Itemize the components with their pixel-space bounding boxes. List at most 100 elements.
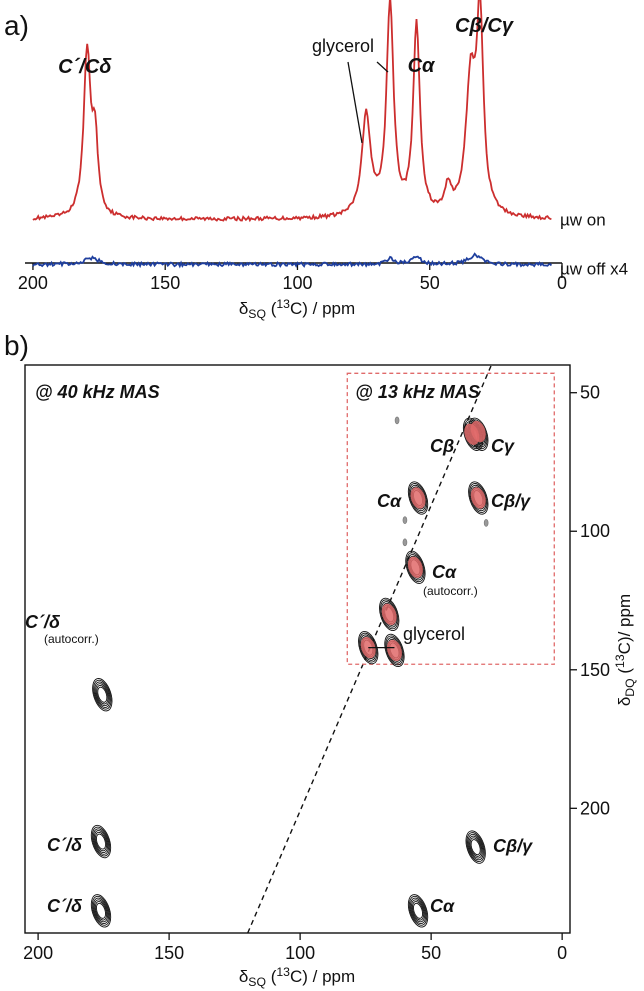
panel-a-x-axis-label-part: C) / ppm <box>290 299 355 318</box>
panel-b-y-tick-label: 200 <box>580 798 610 818</box>
contour-ring <box>469 483 488 513</box>
peak-label: Cα <box>377 491 402 511</box>
contour-ring <box>93 830 109 854</box>
artifact-peak <box>483 519 489 527</box>
contour-ring <box>94 901 108 921</box>
panel-b-y-axis-label: δDQ (13C)/ ppm <box>613 594 637 706</box>
contour-ring <box>408 483 428 513</box>
panel-b-y-tick-label: 150 <box>580 660 610 680</box>
panel-b-y-tick-label: 50 <box>580 383 600 403</box>
peak-label: Cα <box>430 896 455 916</box>
peak-label: C´/δ <box>47 835 83 855</box>
panel-b-x-axis-label-part: C) / ppm <box>290 967 355 986</box>
contour-ring <box>407 481 429 515</box>
contour-ring <box>408 895 428 926</box>
condition-40khz: @ 40 kHz MAS <box>35 382 160 402</box>
contour-ring <box>95 902 107 919</box>
contour-ring <box>405 550 426 584</box>
contour-ring <box>407 894 429 928</box>
contour-ring <box>465 830 486 864</box>
peak-label: Cα <box>432 562 457 582</box>
panel-b-x-tick-label: 50 <box>421 943 441 963</box>
peak-13khz <box>381 603 397 626</box>
contour-ring <box>93 679 112 710</box>
annotation-glycerol: glycerol <box>312 36 374 56</box>
peak-40khz <box>90 894 112 928</box>
spectrum-line-mw-on <box>32 0 552 223</box>
panel-a-x-tick-label: 50 <box>420 273 440 293</box>
peak-40khz <box>92 678 113 712</box>
contour-ring <box>95 833 107 850</box>
glycerol-pointer-line <box>376 61 389 73</box>
panel-b-x-tick-label: 100 <box>285 943 315 963</box>
spectrum-line-mw-off <box>32 252 553 269</box>
panel-b-frame <box>24 364 571 934</box>
glycerol-pointer-line <box>347 61 363 144</box>
peak-label: C´/δ <box>25 612 61 632</box>
panel-a-x-tick-label: 150 <box>150 273 180 293</box>
contour-ring <box>470 839 481 856</box>
panel-b-x-tick-label: 200 <box>23 943 53 963</box>
mas-13khz-box <box>346 372 555 665</box>
legend-label-mw-off: µw off x4 <box>560 259 628 278</box>
panel-b-x-axis-label-part: ( <box>266 967 277 986</box>
contour-ring <box>385 635 404 666</box>
annotation-cb-cg: Cβ/Cγ <box>455 15 515 37</box>
contour-ring <box>97 686 108 703</box>
panel-a-x-tick-label: 100 <box>282 273 312 293</box>
contour-ring <box>467 833 484 861</box>
peak-40khz <box>407 894 429 928</box>
annotation-ca: Cα <box>408 55 436 77</box>
contour-ring <box>468 835 483 859</box>
contour-ring <box>93 899 109 923</box>
panel-b-y-axis-label-part: δ <box>615 697 634 706</box>
contour-ring <box>380 599 399 630</box>
panel-b-x-axis-label-part: δ <box>239 967 248 986</box>
panel-a-x-axis-label: δSQ (13C) / ppm <box>239 297 355 321</box>
panel-a-x-tick-label: 0 <box>557 273 567 293</box>
panel-a-x-axis-label-part: δ <box>239 299 248 318</box>
peak-label: glycerol <box>403 624 465 644</box>
contour-ring <box>469 837 482 857</box>
artifact-peak <box>394 416 400 425</box>
peak-13khz <box>407 556 423 578</box>
panel-b-x-axis-label: δSQ (13C) / ppm <box>239 965 355 989</box>
peak-label: Cβ/γ <box>491 491 531 511</box>
contour-ring <box>384 633 405 668</box>
panel-a-x-axis-label-part: 13 <box>276 297 290 311</box>
contour-ring <box>466 832 485 863</box>
contour-ring <box>379 597 400 632</box>
contour-ring <box>468 481 489 515</box>
artifact-peak <box>402 538 408 547</box>
annotation-c-cd: C´/Cδ <box>58 56 112 78</box>
panel-a-x-axis-label-part: SQ <box>248 307 266 321</box>
peak-13khz <box>410 487 426 509</box>
peak-label: Cγ <box>491 436 515 456</box>
peak-13khz <box>386 639 402 662</box>
contour-ring <box>359 632 378 663</box>
panel-b-y-axis-label-part: C)/ ppm <box>615 594 634 654</box>
peak-40khz <box>90 824 112 859</box>
peak-label: C´/δ <box>47 896 83 916</box>
panel-a-x-axis-label-part: ( <box>266 299 277 318</box>
contour-ring <box>358 630 379 665</box>
contour-ring <box>411 901 425 921</box>
panel-b-label: b) <box>4 330 29 361</box>
contour-ring <box>412 902 424 919</box>
contour-ring <box>406 552 425 583</box>
panel-b-y-axis-label-part: 13 <box>613 654 627 668</box>
contour-ring <box>91 826 111 857</box>
panel-b-y-axis-label-part: DQ <box>623 678 637 696</box>
peak-label: Cβ/γ <box>493 836 533 856</box>
contour-ring <box>95 683 110 707</box>
panel-b-x-tick-label: 150 <box>154 943 184 963</box>
contour-ring <box>410 899 426 923</box>
peak-13khz <box>470 420 486 443</box>
contour-ring <box>92 828 110 855</box>
peak-label: Cβ <box>430 436 454 456</box>
contour-ring <box>91 895 111 926</box>
legend-label-mw-on: µw on <box>560 210 606 229</box>
panel-a-x-tick-label: 200 <box>18 273 48 293</box>
panel-b-x-axis-label-part: SQ <box>248 975 266 989</box>
